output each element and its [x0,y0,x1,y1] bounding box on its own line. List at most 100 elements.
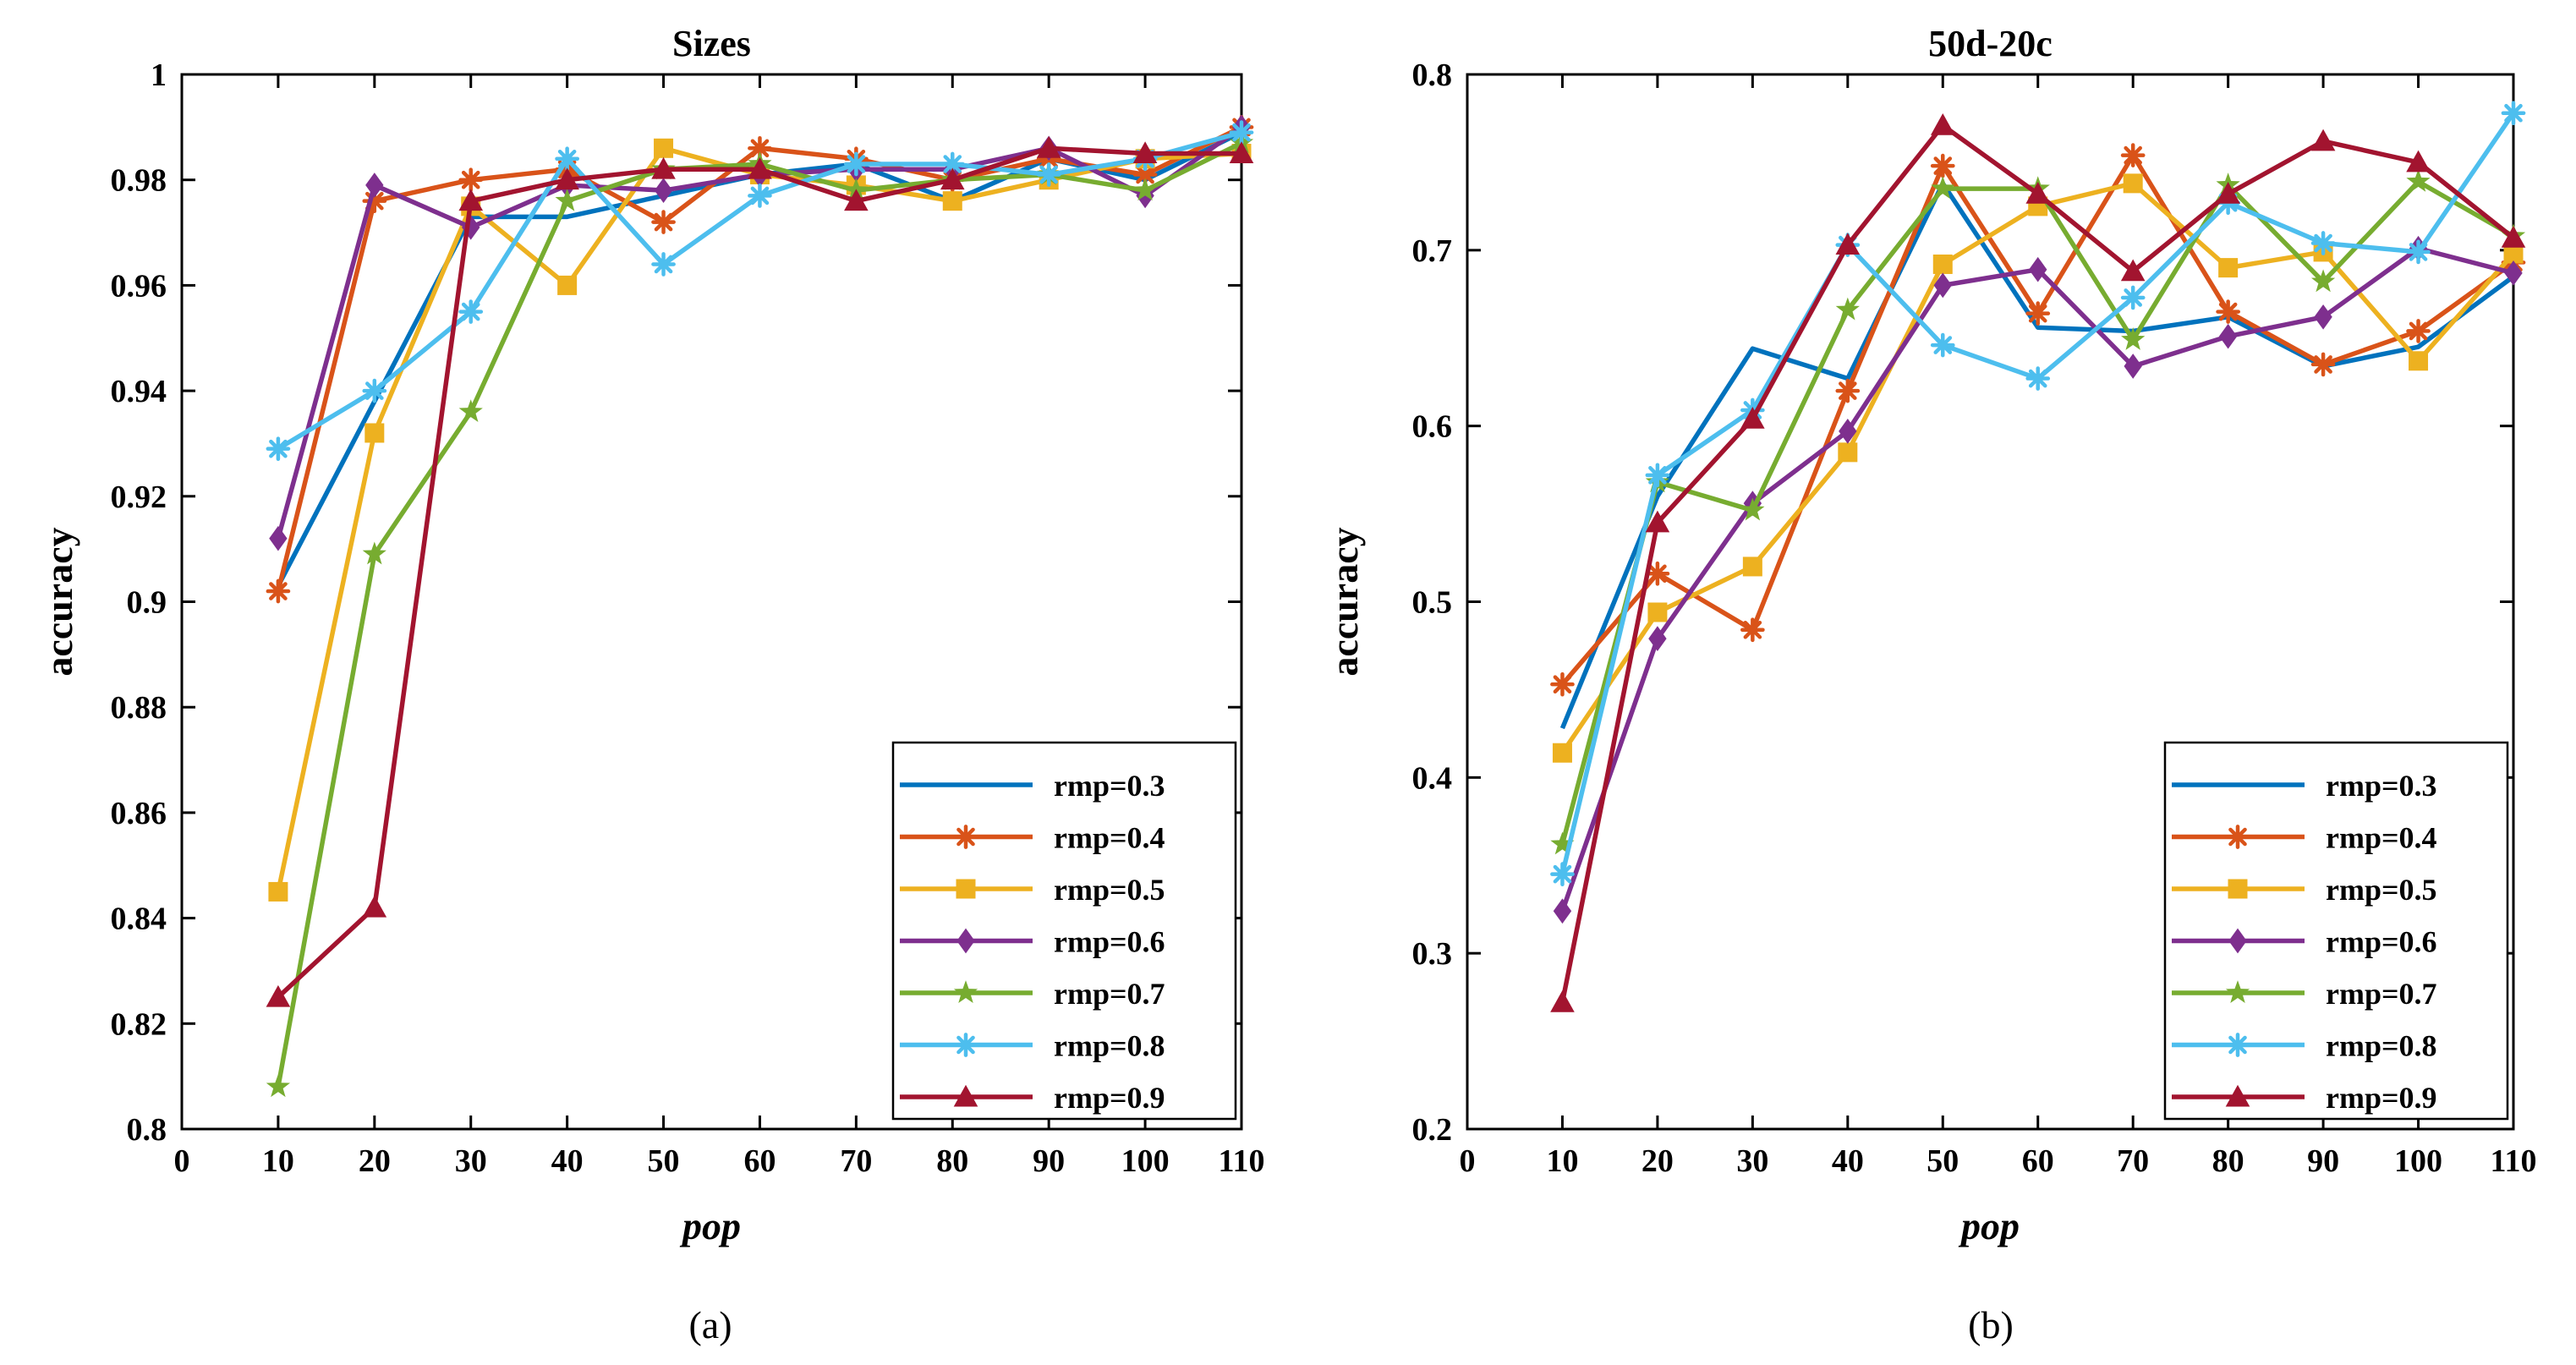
data-point [1742,556,1762,577]
data-point [2406,319,2431,343]
data-point-shape [555,188,579,211]
data-point-core [2508,108,2518,118]
data-point [1550,831,1575,855]
data-point [2120,143,2146,167]
data-point [2314,304,2332,330]
series-rmp=0.6 [1553,235,2523,924]
y-tick-label: 0.82 [111,1006,167,1042]
y-tick-label: 0.6 [1412,409,1453,445]
legend-label: rmp=0.4 [1054,821,1165,855]
data-point [1036,162,1061,187]
legend-marker-core [2233,832,2243,841]
x-tick-label: 20 [359,1143,391,1179]
data-point [1550,862,1575,886]
data-point [1740,497,1765,521]
data-point [2121,326,2146,350]
legend-item: rmp=0.4 [2172,821,2437,855]
data-point-shape [1933,272,1952,299]
data-point [266,578,291,604]
data-point [942,191,962,211]
data-point-shape [2504,260,2523,286]
series-rmp=0.8 [1550,101,2526,886]
data-point-shape [2124,354,2142,379]
data-point-shape [844,189,869,211]
data-point-shape [2314,304,2332,330]
legend-label: rmp=0.3 [1054,769,1165,803]
data-point-shape [2310,129,2336,151]
data-point-core [562,154,573,164]
data-point [458,167,484,193]
data-point-core [2223,307,2233,317]
legend-item: rmp=0.9 [900,1081,1165,1115]
legend-marker [2225,1033,2250,1057]
data-point [748,184,772,208]
data-point-core [851,159,861,169]
legend-item: rmp=0.7 [900,977,1165,1011]
legend-item: rmp=0.9 [2172,1081,2437,1115]
data-point-core [273,444,283,454]
data-point [269,525,288,551]
x-tick-label: 100 [1121,1143,1170,1179]
data-point [2218,323,2238,349]
y-axis-label: accuracy [1323,527,1366,676]
x-tick-label: 30 [455,1143,487,1179]
data-point-core [1843,386,1853,396]
x-tick-label: 40 [1832,1143,1864,1179]
data-point-shape [1132,178,1158,201]
y-tick-label: 0.8 [1412,58,1453,93]
data-point-shape [2406,150,2431,173]
legend-marker [956,879,976,899]
data-point-shape [1931,176,1955,200]
data-point-core [1747,625,1757,635]
data-point-shape [1136,183,1154,209]
legend-label: rmp=0.6 [1054,925,1165,959]
data-point-shape [654,178,673,204]
legend-marker-shape [956,879,976,899]
data-point [268,881,288,902]
data-point-shape [1645,510,1670,533]
data-point [748,135,772,161]
legend-item: rmp=0.8 [2172,1029,2437,1063]
legend: rmp=0.3 rmp=0.4 rmp=0.5 rmp=0.6 rmp=0.7 rmp=0… [891,741,1237,1121]
x-tick-label: 60 [743,1143,776,1179]
legend-marker-core [961,832,971,841]
legend-label: rmp=0.9 [2326,1081,2437,1115]
legend-label: rmp=0.5 [1054,873,1165,907]
x-tick-label: 10 [1546,1143,1578,1179]
data-point [1132,141,1158,163]
data-point-shape [1740,497,1765,521]
data-point-shape [1839,419,1857,444]
series-rmp=0.9 [266,135,1254,1007]
data-point-core [2318,359,2328,370]
data-point [555,146,579,172]
legend-item: rmp=0.6 [900,925,1165,959]
data-point-shape [2029,256,2047,282]
data-point-shape [266,1074,291,1098]
chart-title: Sizes [672,23,751,64]
data-point [2504,260,2523,286]
data-point-core [1652,568,1663,578]
data-point-shape [1552,743,1572,763]
legend-box [891,741,1237,1121]
data-point-shape [1550,831,1575,855]
data-point [2123,173,2143,194]
data-point-shape [1550,990,1575,1012]
x-tick-label: 40 [551,1143,584,1179]
figure-caption: (a) [688,1303,732,1346]
legend-label: rmp=0.7 [2326,977,2437,1011]
data-point [458,189,484,211]
data-point [266,984,291,1007]
x-tick-label: 50 [1927,1143,1959,1179]
x-tick-label: 10 [262,1143,294,1179]
legend-marker [2228,928,2247,954]
y-tick-label: 1 [151,58,167,93]
data-point [1647,602,1668,622]
data-point-core [2128,151,2138,161]
chart-title: 50d-20c [1928,23,2053,64]
data-point-shape [266,984,291,1007]
data-point [364,423,385,443]
legend-marker [2225,825,2250,849]
data-point [2310,129,2336,151]
data-point [1132,178,1158,201]
